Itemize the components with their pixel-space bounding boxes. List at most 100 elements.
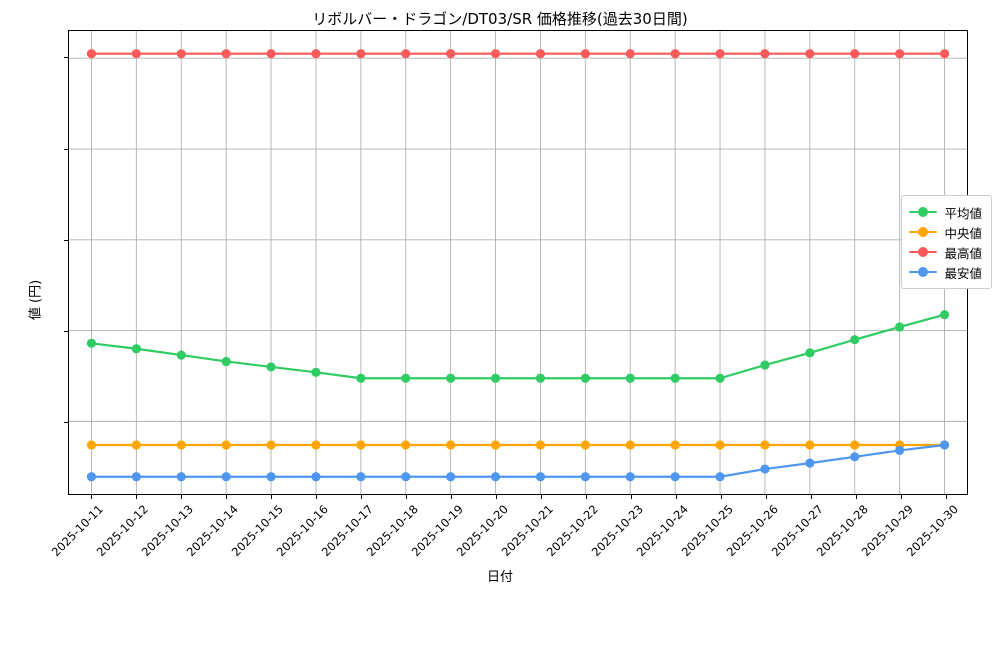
data-point-marker xyxy=(356,472,366,482)
legend-label: 中央値 xyxy=(944,225,982,241)
data-point-marker xyxy=(266,472,276,482)
x-axis-tick-mark xyxy=(450,495,452,499)
data-point-marker xyxy=(760,360,770,370)
data-point-marker xyxy=(850,49,860,59)
chart-legend: 平均値中央値最高値最安値 xyxy=(901,195,992,289)
data-point-marker xyxy=(176,350,186,360)
data-point-marker xyxy=(760,49,770,59)
x-axis-tick-mark xyxy=(810,495,812,499)
chart-title: リボルバー・ドラゴン/DT03/SR 価格推移(過去30日間) xyxy=(312,10,688,28)
data-point-marker xyxy=(805,49,815,59)
data-point-marker xyxy=(86,440,97,450)
data-series-layer xyxy=(86,49,950,482)
data-point-marker xyxy=(490,373,501,383)
x-axis-tick-mark xyxy=(360,495,362,499)
data-point-marker xyxy=(401,440,411,450)
data-point-marker xyxy=(86,338,97,348)
data-point-marker xyxy=(939,49,950,59)
data-point-marker xyxy=(311,49,321,59)
data-point-marker xyxy=(670,440,680,450)
data-point-marker xyxy=(311,440,321,450)
data-point-marker xyxy=(850,452,860,462)
legend-label: 最高値 xyxy=(944,245,982,261)
data-point-marker xyxy=(266,440,276,450)
data-point-marker xyxy=(670,472,680,482)
data-point-marker xyxy=(86,472,97,482)
x-axis-tick-mark xyxy=(90,495,92,499)
x-axis-tick-mark xyxy=(225,495,227,499)
data-point-marker xyxy=(131,472,141,482)
x-axis-tick-mark xyxy=(855,495,857,499)
data-point-marker xyxy=(401,472,411,482)
data-point-marker xyxy=(86,49,97,59)
data-point-marker xyxy=(805,440,815,450)
x-axis-tick-mark xyxy=(180,495,182,499)
y-axis-tick-mark xyxy=(64,422,68,424)
x-axis-tick-mark xyxy=(540,495,542,499)
data-point-marker xyxy=(490,472,501,482)
x-axis-tick-mark xyxy=(495,495,497,499)
data-point-marker xyxy=(221,440,231,450)
data-point-marker xyxy=(715,373,725,383)
x-axis-tick-mark xyxy=(900,495,902,499)
y-axis-tick-mark xyxy=(64,239,68,241)
x-axis-tick-mark xyxy=(675,495,677,499)
data-point-marker xyxy=(805,348,815,358)
data-point-marker xyxy=(490,49,501,59)
x-axis-tick-mark xyxy=(135,495,137,499)
x-axis-tick-mark xyxy=(765,495,767,499)
data-point-marker xyxy=(131,440,141,450)
data-point-marker xyxy=(580,440,590,450)
data-point-marker xyxy=(939,310,950,320)
legend-item-1[interactable]: 平均値 xyxy=(909,202,982,222)
series-line-4 xyxy=(90,443,946,478)
data-point-marker xyxy=(850,440,860,450)
legend-item-3[interactable]: 最高値 xyxy=(909,242,982,262)
data-point-marker xyxy=(131,344,141,354)
data-point-marker xyxy=(715,49,725,59)
data-point-marker xyxy=(535,472,546,482)
grid-lines xyxy=(69,31,967,494)
data-point-marker xyxy=(895,445,905,456)
legend-marker-icon xyxy=(909,245,938,259)
x-axis-tick-mark xyxy=(720,495,722,499)
data-point-marker xyxy=(311,472,321,482)
data-point-marker xyxy=(850,335,860,345)
legend-label: 平均値 xyxy=(944,205,982,221)
legend-item-4[interactable]: 最安値 xyxy=(909,262,982,282)
data-point-marker xyxy=(221,49,231,59)
data-point-marker xyxy=(311,367,321,377)
data-point-marker xyxy=(625,440,635,450)
x-axis-tick-mark xyxy=(945,495,947,499)
data-point-marker xyxy=(625,472,635,482)
data-point-marker xyxy=(580,472,590,482)
data-point-marker xyxy=(401,49,411,59)
y-axis-tick-mark xyxy=(64,57,68,59)
legend-marker-icon xyxy=(909,205,938,219)
data-point-marker xyxy=(805,458,815,468)
legend-marker-icon xyxy=(909,225,938,239)
y-axis-label: 値 (円) xyxy=(28,279,44,321)
legend-label: 最安値 xyxy=(944,265,982,281)
series-line-1 xyxy=(90,313,946,380)
plot-area xyxy=(68,30,968,495)
data-point-marker xyxy=(446,373,456,383)
data-point-marker xyxy=(176,49,186,59)
x-axis-tick-mark xyxy=(315,495,317,499)
x-axis-tick-mark xyxy=(270,495,272,499)
chart-figure: リボルバー・ドラゴン/DT03/SR 価格推移(過去30日間) 値 (円) 日付… xyxy=(28,10,992,585)
data-point-marker xyxy=(356,373,366,383)
data-point-marker xyxy=(939,440,950,450)
data-point-marker xyxy=(221,472,231,482)
x-axis-label: 日付 xyxy=(486,570,513,585)
data-point-marker xyxy=(670,49,680,59)
data-point-marker xyxy=(895,49,905,59)
data-point-marker xyxy=(625,373,635,383)
data-point-marker xyxy=(625,49,635,59)
x-axis-tick-mark xyxy=(405,495,407,499)
legend-item-2[interactable]: 中央値 xyxy=(909,222,982,242)
legend-marker-icon xyxy=(909,265,938,279)
data-point-marker xyxy=(446,472,456,482)
data-point-marker xyxy=(176,440,186,450)
data-point-marker xyxy=(715,440,725,450)
